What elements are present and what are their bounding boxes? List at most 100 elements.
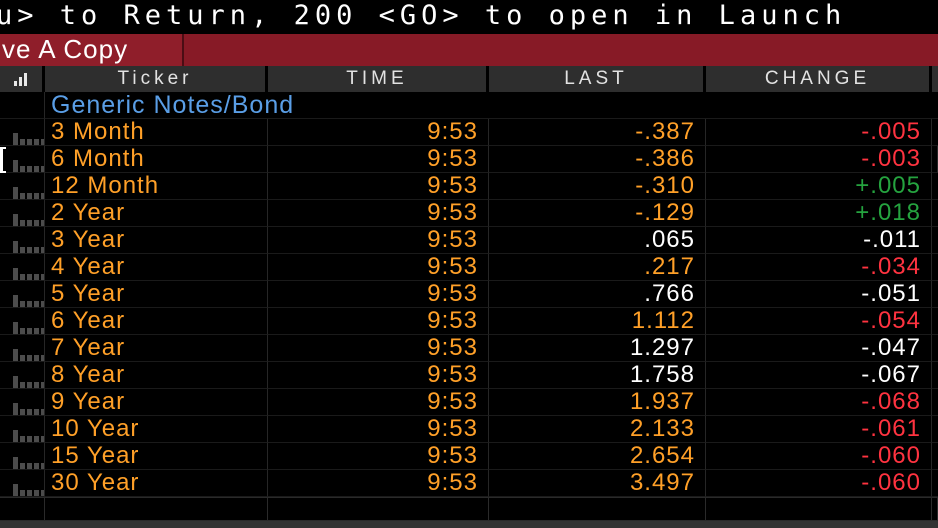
table-row[interactable]: 5 Year 9:53 .766 -.051	[0, 281, 938, 308]
table-row[interactable]: 6 Year 9:53 1.112 -.054	[0, 308, 938, 335]
row-filler	[932, 254, 938, 281]
last-cell: -.310	[489, 173, 706, 200]
change-cell: -.047	[706, 335, 932, 362]
row-filler	[932, 308, 938, 335]
row-chart-icon-cell[interactable]	[0, 389, 45, 416]
mini-bars-icon	[13, 214, 44, 226]
last-cell: 2.654	[489, 443, 706, 470]
row-chart-icon-cell[interactable]	[0, 119, 45, 146]
table-row[interactable]: 10 Year 9:53 2.133 -.061	[0, 416, 938, 443]
last-cell: -.129	[489, 200, 706, 227]
change-cell: -.054	[706, 308, 932, 335]
change-cell: -.051	[706, 281, 932, 308]
table-row[interactable]: 6 Month 9:53 -.386 -.003	[0, 146, 938, 173]
table-row[interactable]: 9 Year 9:53 1.937 -.068	[0, 389, 938, 416]
table-row[interactable]: 12 Month 9:53 -.310 +.005	[0, 173, 938, 200]
table-row[interactable]: 8 Year 9:53 1.758 -.067	[0, 362, 938, 389]
table-row[interactable]: 3 Year 9:53 .065 -.011	[0, 227, 938, 254]
ticker-cell[interactable]: 6 Year	[45, 308, 268, 335]
top-status-text: u> to Return, 200 <GO> to open in Launch	[0, 0, 847, 31]
table-row[interactable]: 3 Month 9:53 -.387 -.005	[0, 119, 938, 146]
header-ticker[interactable]: Ticker	[45, 66, 268, 92]
row-chart-icon-cell[interactable]	[0, 146, 45, 173]
last-cell: 1.297	[489, 335, 706, 362]
table-row[interactable]: 4 Year 9:53 .217 -.034	[0, 254, 938, 281]
row-chart-icon-cell[interactable]	[0, 173, 45, 200]
table-row[interactable]: 2 Year 9:53 -.129 +.018	[0, 200, 938, 227]
row-chart-icon-cell[interactable]	[0, 470, 45, 497]
change-cell: -.003	[706, 146, 932, 173]
last-cell: .065	[489, 227, 706, 254]
save-a-copy-button[interactable]: ve A Copy	[0, 34, 184, 66]
mini-bars-icon	[13, 160, 44, 172]
toolbar: ve A Copy	[0, 34, 938, 66]
section-icon-cell	[0, 92, 45, 119]
ticker-cell[interactable]: 4 Year	[45, 254, 268, 281]
ticker-cell[interactable]: 8 Year	[45, 362, 268, 389]
bottom-scroll-bar[interactable]	[0, 521, 938, 528]
time-cell: 9:53	[268, 443, 489, 470]
time-cell: 9:53	[268, 389, 489, 416]
time-cell: 9:53	[268, 362, 489, 389]
table-row[interactable]: 30 Year 9:53 3.497 -.060	[0, 470, 938, 497]
table-row[interactable]: 15 Year 9:53 2.654 -.060	[0, 443, 938, 470]
row-chart-icon-cell[interactable]	[0, 362, 45, 389]
time-cell: 9:53	[268, 416, 489, 443]
row-chart-icon-cell[interactable]	[0, 443, 45, 470]
row-chart-icon-cell[interactable]	[0, 335, 45, 362]
ticker-cell[interactable]: 3 Month	[45, 119, 268, 146]
ticker-cell[interactable]: 5 Year	[45, 281, 268, 308]
ticker-cell[interactable]: 7 Year	[45, 335, 268, 362]
row-chart-icon-cell[interactable]	[0, 227, 45, 254]
last-cell: 1.937	[489, 389, 706, 416]
change-cell: -.067	[706, 362, 932, 389]
save-a-copy-label: ve A Copy	[2, 34, 129, 64]
ticker-cell[interactable]: 2 Year	[45, 200, 268, 227]
last-cell: -.386	[489, 146, 706, 173]
header-chart-icon-cell[interactable]	[0, 66, 45, 92]
row-filler	[932, 119, 938, 146]
ticker-cell[interactable]: 15 Year	[45, 443, 268, 470]
change-cell: +.018	[706, 200, 932, 227]
ticker-cell[interactable]: 3 Year	[45, 227, 268, 254]
row-filler	[932, 389, 938, 416]
row-chart-icon-cell[interactable]	[0, 200, 45, 227]
header-change[interactable]: CHANGE	[706, 66, 932, 92]
section-row: Generic Notes/Bond	[0, 92, 938, 119]
header-last[interactable]: LAST	[489, 66, 706, 92]
time-cell: 9:53	[268, 200, 489, 227]
mini-bars-icon	[13, 241, 44, 253]
ticker-cell[interactable]: 6 Month	[45, 146, 268, 173]
change-cell: -.034	[706, 254, 932, 281]
row-filler	[932, 362, 938, 389]
time-cell: 9:53	[268, 254, 489, 281]
last-cell: 1.758	[489, 362, 706, 389]
row-chart-icon-cell[interactable]	[0, 308, 45, 335]
row-filler	[932, 227, 938, 254]
ticker-cell[interactable]: 9 Year	[45, 389, 268, 416]
ticker-cell[interactable]: 30 Year	[45, 470, 268, 497]
row-filler	[932, 470, 938, 497]
row-chart-icon-cell[interactable]	[0, 416, 45, 443]
section-title: Generic Notes/Bond	[45, 92, 938, 119]
time-cell: 9:53	[268, 335, 489, 362]
row-chart-icon-cell[interactable]	[0, 254, 45, 281]
mini-bars-icon	[13, 403, 44, 415]
top-status-bar: u> to Return, 200 <GO> to open in Launch	[0, 0, 938, 34]
row-filler	[932, 146, 938, 173]
change-cell: -.061	[706, 416, 932, 443]
mini-bars-icon	[13, 295, 44, 307]
row-filler	[932, 335, 938, 362]
mini-bars-icon	[13, 457, 44, 469]
row-filler	[932, 173, 938, 200]
table-row[interactable]: 7 Year 9:53 1.297 -.047	[0, 335, 938, 362]
row-chart-icon-cell[interactable]	[0, 281, 45, 308]
time-cell: 9:53	[268, 173, 489, 200]
last-cell: -.387	[489, 119, 706, 146]
ticker-cell[interactable]: 10 Year	[45, 416, 268, 443]
ticker-cell[interactable]: 12 Month	[45, 173, 268, 200]
header-time[interactable]: TIME	[268, 66, 489, 92]
focus-bracket	[0, 147, 6, 173]
mini-bars-icon	[13, 376, 44, 388]
